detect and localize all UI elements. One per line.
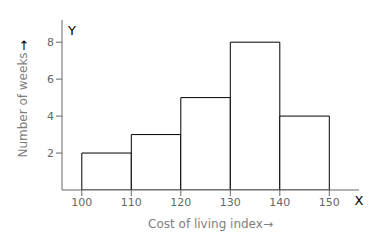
svg-text:2: 2 — [47, 147, 54, 160]
svg-text:8: 8 — [47, 36, 54, 49]
svg-text:Number of weeks: Number of weeks — [16, 52, 30, 157]
svg-text:130: 130 — [220, 196, 241, 209]
svg-text:6: 6 — [47, 73, 54, 86]
svg-text:4: 4 — [47, 110, 54, 123]
svg-text:Y: Y — [67, 23, 76, 38]
svg-text:110: 110 — [121, 196, 142, 209]
svg-text:120: 120 — [170, 196, 191, 209]
svg-text:Cost of living index→: Cost of living index→ — [148, 217, 273, 231]
svg-text:150: 150 — [319, 196, 340, 209]
svg-text:X: X — [355, 193, 364, 208]
svg-text:140: 140 — [269, 196, 290, 209]
svg-text:100: 100 — [71, 196, 92, 209]
